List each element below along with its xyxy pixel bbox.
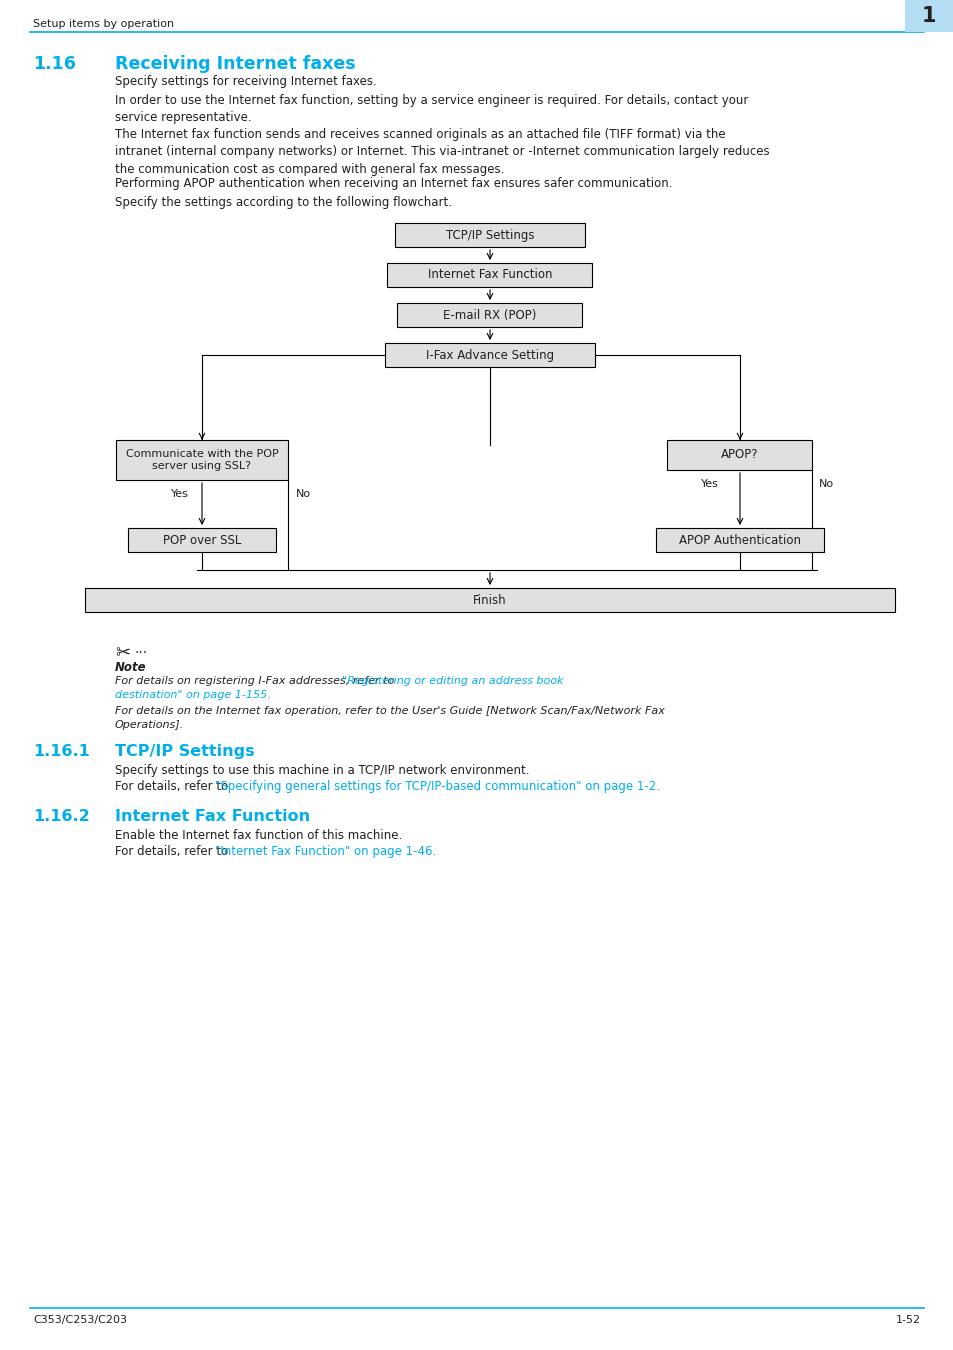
Text: No: No bbox=[818, 479, 833, 489]
Text: Operations].: Operations]. bbox=[115, 720, 184, 730]
Text: Yes: Yes bbox=[171, 489, 189, 500]
Text: 1.16: 1.16 bbox=[33, 55, 76, 73]
Text: In order to use the Internet fax function, setting by a service engineer is requ: In order to use the Internet fax functio… bbox=[115, 95, 747, 124]
Text: destination" on page 1-155.: destination" on page 1-155. bbox=[115, 690, 271, 701]
Text: TCP/IP Settings: TCP/IP Settings bbox=[115, 744, 254, 759]
Text: 1-52: 1-52 bbox=[895, 1315, 920, 1324]
Bar bbox=[116, 440, 288, 481]
Text: 1.16.1: 1.16.1 bbox=[33, 744, 90, 759]
Text: Internet Fax Function: Internet Fax Function bbox=[427, 269, 552, 282]
Text: I-Fax Advance Setting: I-Fax Advance Setting bbox=[425, 348, 554, 362]
Bar bbox=[128, 528, 275, 552]
Text: For details, refer to: For details, refer to bbox=[115, 845, 232, 859]
Text: ✂: ✂ bbox=[115, 644, 130, 662]
Bar bbox=[395, 223, 584, 247]
Text: APOP?: APOP? bbox=[720, 448, 758, 462]
Text: Specify settings to use this machine in a TCP/IP network environment.: Specify settings to use this machine in … bbox=[115, 764, 529, 778]
Text: Specify settings for receiving Internet faxes.: Specify settings for receiving Internet … bbox=[115, 76, 376, 88]
Text: 1: 1 bbox=[921, 5, 935, 26]
Text: TCP/IP Settings: TCP/IP Settings bbox=[445, 228, 534, 242]
Bar bbox=[904, 0, 953, 32]
Text: ...: ... bbox=[135, 643, 148, 656]
Text: Specify the settings according to the following flowchart.: Specify the settings according to the fo… bbox=[115, 196, 452, 209]
Text: Enable the Internet fax function of this machine.: Enable the Internet fax function of this… bbox=[115, 829, 402, 842]
Bar bbox=[387, 263, 592, 288]
Text: "Registering or editing an address book: "Registering or editing an address book bbox=[341, 676, 563, 686]
Text: POP over SSL: POP over SSL bbox=[163, 533, 241, 547]
Text: "Specifying general settings for TCP/IP-based communication" on page 1-2.: "Specifying general settings for TCP/IP-… bbox=[214, 780, 659, 792]
Text: Receiving Internet faxes: Receiving Internet faxes bbox=[115, 55, 355, 73]
Text: The Internet fax function sends and receives scanned originals as an attached fi: The Internet fax function sends and rece… bbox=[115, 128, 769, 176]
Text: Yes: Yes bbox=[700, 479, 719, 489]
Text: No: No bbox=[295, 489, 311, 500]
Text: For details on the Internet fax operation, refer to the User's Guide [Network Sc: For details on the Internet fax operatio… bbox=[115, 706, 664, 716]
Text: Setup items by operation: Setup items by operation bbox=[33, 19, 174, 28]
Bar bbox=[397, 302, 582, 327]
Text: Finish: Finish bbox=[473, 594, 506, 606]
Bar bbox=[656, 528, 823, 552]
Text: E-mail RX (POP): E-mail RX (POP) bbox=[443, 309, 537, 321]
Text: For details, refer to: For details, refer to bbox=[115, 780, 232, 792]
Text: For details on registering I-Fax addresses, refer to: For details on registering I-Fax address… bbox=[115, 676, 397, 686]
Text: 1.16.2: 1.16.2 bbox=[33, 809, 90, 824]
Text: C353/C253/C203: C353/C253/C203 bbox=[33, 1315, 127, 1324]
Text: Performing APOP authentication when receiving an Internet fax ensures safer comm: Performing APOP authentication when rece… bbox=[115, 177, 672, 190]
Text: Note: Note bbox=[115, 662, 147, 674]
Text: Communicate with the POP
server using SSL?: Communicate with the POP server using SS… bbox=[126, 448, 278, 471]
Text: Internet Fax Function: Internet Fax Function bbox=[115, 809, 310, 824]
Bar bbox=[85, 589, 894, 612]
Bar bbox=[667, 440, 812, 470]
Text: "Internet Fax Function" on page 1-46.: "Internet Fax Function" on page 1-46. bbox=[214, 845, 436, 859]
Bar bbox=[385, 343, 595, 367]
Text: APOP Authentication: APOP Authentication bbox=[679, 533, 801, 547]
